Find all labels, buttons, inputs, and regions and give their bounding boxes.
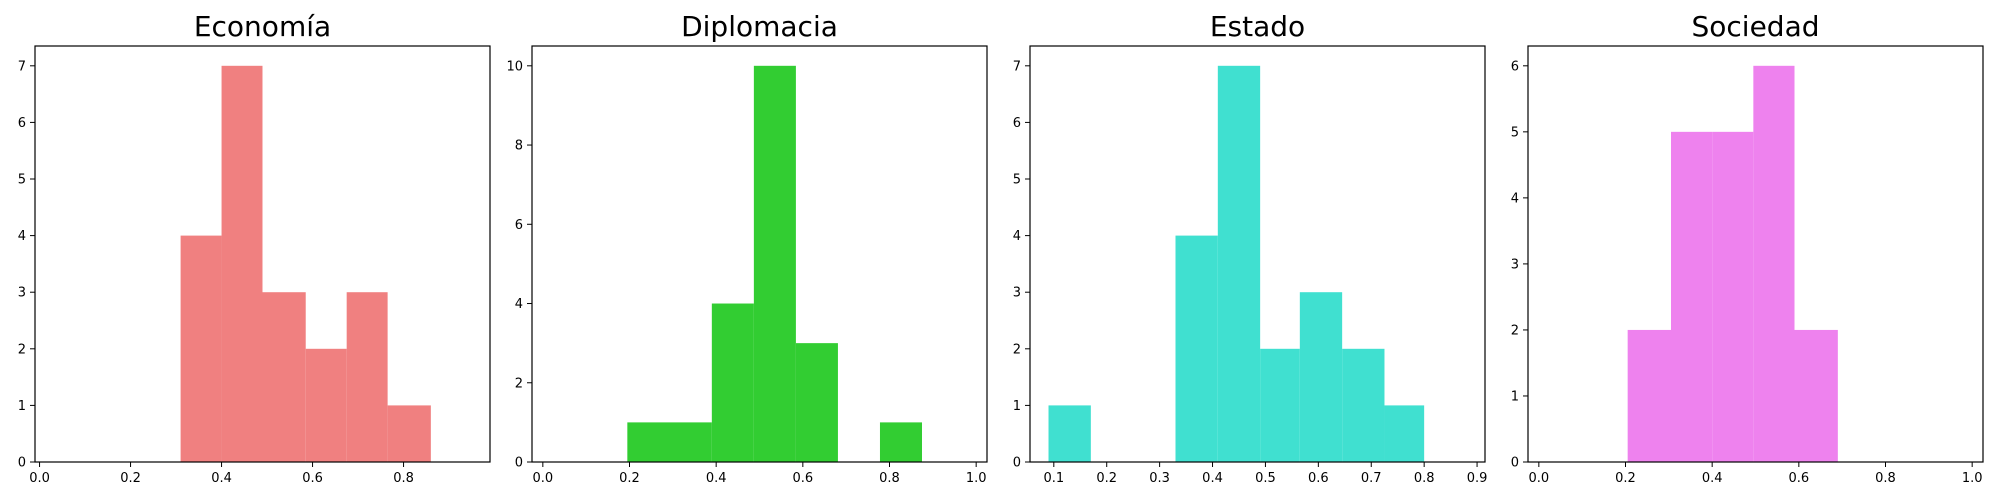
y-tick-label: 4 bbox=[1013, 229, 1021, 244]
histogram-bar bbox=[795, 343, 838, 462]
y-tick-label: 4 bbox=[515, 297, 523, 312]
histogram-panel: Economía 0.0 0.2 0.4 0.6 0.8 0 1 2 3 4 5 6 7 bbox=[18, 10, 491, 486]
y-tick-label: 1 bbox=[18, 399, 26, 414]
histogram-bar bbox=[1260, 348, 1300, 462]
x-tick-label: 0.5 bbox=[1255, 471, 1276, 486]
y-tick-label: 7 bbox=[18, 59, 26, 74]
x-tick-label: 0.8 bbox=[879, 471, 900, 486]
y-tick-label: 10 bbox=[506, 59, 523, 74]
y-tick-label: 3 bbox=[1511, 257, 1519, 272]
histogram-bar bbox=[1175, 235, 1218, 462]
histogram-bar bbox=[627, 422, 712, 462]
y-tick-label: 5 bbox=[1013, 173, 1021, 188]
y-tick-label: 0 bbox=[18, 456, 26, 471]
y-tick-label: 7 bbox=[1013, 59, 1021, 74]
y-tick-label: 2 bbox=[1511, 323, 1519, 338]
x-tick-label: 0.6 bbox=[1308, 471, 1329, 486]
x-tick-label: 0.4 bbox=[1202, 471, 1223, 486]
y-tick-label: 0 bbox=[1511, 456, 1519, 471]
histogram-bar bbox=[221, 65, 263, 463]
y-tick-label: 2 bbox=[515, 376, 523, 391]
histogram-bar bbox=[1048, 405, 1091, 462]
histogram-panel: Estado 0.1 0.2 0.3 0.4 0.5 0.6 0.7 0.8 0.9 0 1 2 3 4 5 6… bbox=[1013, 10, 1488, 486]
y-tick-label: 0 bbox=[1013, 456, 1021, 471]
panel-title: Diplomacia bbox=[681, 10, 838, 43]
x-tick-label: 0.2 bbox=[619, 471, 640, 486]
histogram-panel: Diplomacia 0.0 0.2 0.4 0.6 0.8 1.0 0 2 4 6 8 10 bbox=[506, 10, 988, 486]
x-tick-label: 0.1 bbox=[1043, 471, 1064, 486]
y-tick-label: 6 bbox=[1013, 116, 1021, 131]
x-tick-label: 0.4 bbox=[706, 471, 727, 486]
histogram-bar bbox=[1627, 329, 1671, 462]
histogram-bar bbox=[305, 348, 347, 462]
y-tick-label: 2 bbox=[1013, 342, 1021, 357]
x-tick-label: 0.4 bbox=[1702, 471, 1723, 486]
y-tick-label: 5 bbox=[18, 173, 26, 188]
histogram-panel: Sociedad 0.0 0.2 0.4 0.6 0.8 1.0 0 1 2 3 4 5 6 bbox=[1511, 10, 1984, 486]
y-tick-label: 2 bbox=[18, 342, 26, 357]
x-tick-label: 0.2 bbox=[1096, 471, 1117, 486]
x-tick-label: 0.2 bbox=[1615, 471, 1636, 486]
x-tick-label: 0.6 bbox=[792, 471, 813, 486]
axes-frame bbox=[1527, 45, 1984, 463]
histogram-bar bbox=[387, 405, 431, 462]
histogram-bar bbox=[1671, 131, 1713, 463]
histogram-bar bbox=[1342, 348, 1385, 462]
x-tick-label: 0.3 bbox=[1149, 471, 1170, 486]
x-tick-label: 1.0 bbox=[1962, 471, 1983, 486]
x-tick-label: 0.0 bbox=[1528, 471, 1549, 486]
panel-title: Economía bbox=[194, 10, 331, 43]
y-tick-label: 1 bbox=[1013, 399, 1021, 414]
histogram-bar bbox=[1712, 131, 1754, 463]
y-tick-label: 3 bbox=[18, 286, 26, 301]
histogram-bar bbox=[1217, 65, 1261, 463]
histogram-bar bbox=[1384, 405, 1425, 462]
x-tick-label: 0.9 bbox=[1467, 471, 1488, 486]
x-tick-label: 0.8 bbox=[393, 471, 414, 486]
y-tick-label: 0 bbox=[515, 456, 523, 471]
axes-frame bbox=[1029, 45, 1486, 463]
x-tick-label: 0.2 bbox=[120, 471, 141, 486]
x-tick-label: 0.7 bbox=[1361, 471, 1382, 486]
y-tick-label: 3 bbox=[1013, 286, 1021, 301]
y-tick-label: 4 bbox=[1511, 191, 1519, 206]
x-tick-label: 1.0 bbox=[966, 471, 987, 486]
x-tick-label: 0.6 bbox=[302, 471, 323, 486]
y-tick-label: 5 bbox=[1511, 125, 1519, 140]
histogram-bar bbox=[1299, 292, 1343, 462]
panel-title: Estado bbox=[1210, 10, 1305, 43]
x-tick-label: 0.8 bbox=[1875, 471, 1896, 486]
y-tick-label: 6 bbox=[515, 218, 523, 233]
histogram-bar bbox=[711, 303, 754, 462]
x-tick-label: 0.6 bbox=[1788, 471, 1809, 486]
axes-frame bbox=[34, 45, 491, 463]
y-tick-label: 6 bbox=[18, 116, 26, 131]
histogram-bar bbox=[180, 235, 222, 462]
x-tick-label: 0.4 bbox=[211, 471, 232, 486]
histogram-bar bbox=[346, 292, 388, 462]
y-tick-label: 6 bbox=[1511, 59, 1519, 74]
x-tick-label: 0.0 bbox=[532, 471, 553, 486]
x-tick-label: 0.0 bbox=[29, 471, 50, 486]
axes-frame bbox=[531, 45, 988, 463]
histogram-bar bbox=[1753, 65, 1795, 463]
histogram-bar bbox=[262, 292, 306, 462]
histogram-bar bbox=[879, 422, 922, 462]
y-tick-label: 1 bbox=[1511, 389, 1519, 404]
histogram-bar bbox=[753, 65, 796, 463]
x-tick-label: 0.8 bbox=[1414, 471, 1435, 486]
panel-title: Sociedad bbox=[1691, 10, 1819, 43]
y-tick-label: 8 bbox=[515, 139, 523, 154]
histogram-bar bbox=[1794, 329, 1838, 462]
y-tick-label: 4 bbox=[18, 229, 26, 244]
